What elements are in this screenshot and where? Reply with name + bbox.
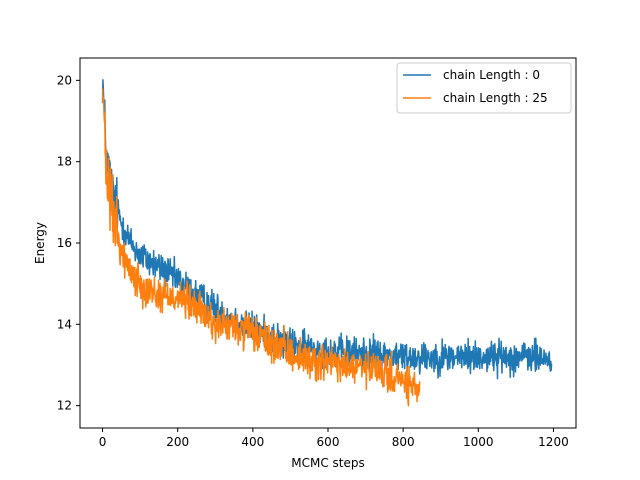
x-tick-label: 800 [392,435,415,449]
y-tick-label: 12 [57,399,72,413]
x-tick-label: 1000 [463,435,494,449]
series-line-1 [101,88,421,407]
y-tick-label: 20 [57,73,72,87]
legend-label-series-0: chain Length : 0 [443,68,540,82]
x-axis-label: MCMC steps [291,456,365,470]
y-tick-label: 16 [57,236,72,250]
y-axis-ticks: 12 14 16 18 20 [57,73,80,413]
y-axis-label: Energy [33,222,47,264]
legend-label-series-1: chain Length : 25 [443,91,548,105]
x-tick-label: 0 [99,435,107,449]
x-tick-label: 200 [166,435,189,449]
y-tick-label: 18 [57,155,72,169]
x-tick-label: 1200 [538,435,569,449]
series-layer [101,79,553,407]
x-axis-ticks: 0 200 400 600 800 1000 1200 [99,428,569,449]
legend: chain Length : 0 chain Length : 25 [396,62,572,114]
y-tick-label: 14 [57,317,72,331]
legend-box [396,62,572,114]
x-tick-label: 400 [241,435,264,449]
x-tick-label: 600 [317,435,340,449]
